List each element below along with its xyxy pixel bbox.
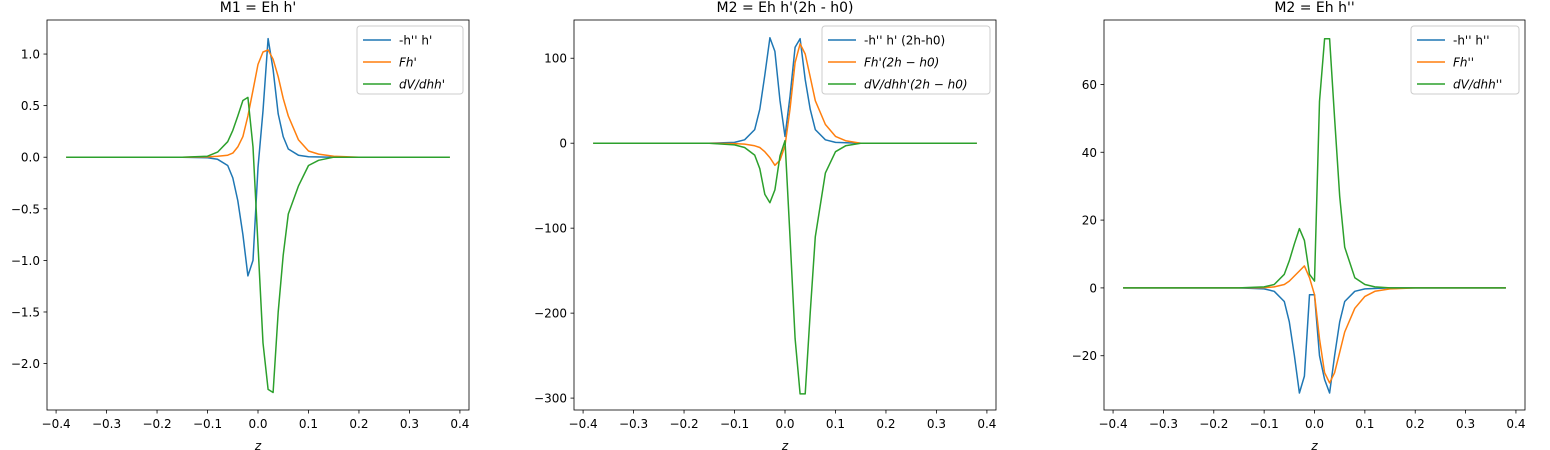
y-tick-label: 20 [1082,214,1097,228]
y-tick-label: 100 [544,52,567,66]
x-axis-label: z [781,439,789,450]
x-tick-label: 0.0 [248,417,267,431]
y-tick-label: 1.0 [21,48,40,62]
x-tick-label: 0.4 [977,417,996,431]
x-tick-label: 0.1 [299,417,318,431]
y-tick-label: 0 [559,137,567,151]
legend-label: Fh'(2h − h0) [864,56,939,70]
legend: -h'' h' Fh' dV/dhh' [356,25,464,95]
chart-panel-2: −0.4 −0.3 −0.2 −0.1 0.0 0.1 0.2 0.3 0.4 100 0 −100 −… [534,0,996,450]
y-tick-label: 60 [1082,78,1097,92]
chart-panel-3: −0.4 −0.3 −0.2 −0.1 0.0 0.1 0.2 0.3 0.4 60 40 20 0 −2… [1072,0,1526,450]
x-tick-label: 0.2 [876,417,895,431]
x-tick-label: −0.3 [1149,417,1178,431]
x-tick-label: −0.1 [720,417,749,431]
series-line-1 [1123,287,1506,394]
series-line-3 [1123,37,1506,289]
x-tick-label: −0.1 [193,417,222,431]
chart-title: M2 = Eh h'(2h - h0) [717,0,854,16]
y-tick-label: 0.0 [21,151,40,165]
x-tick-label: 0.4 [450,417,469,431]
y-tick-label: −100 [534,222,567,236]
legend-box [1410,25,1520,95]
legend-label: Fh' [399,56,417,70]
y-tick-label: −20 [1072,349,1097,363]
y-tick-label: 0.5 [21,99,40,113]
y-tick-label: −0.5 [11,202,40,216]
x-axis-label: z [1310,439,1318,450]
x-tick-label: 0.1 [826,417,845,431]
series-line-3 [66,96,450,394]
chart-title: M1 = Eh h' [220,0,297,16]
legend: -h'' h' (2h-h0) Fh'(2h − h0) dV/dhh'(2h − … [821,25,991,95]
y-tick-label: −200 [534,307,567,321]
y-tick-label: −1.5 [11,305,40,319]
legend-box [356,25,464,95]
x-tick-label: 0.2 [349,417,368,431]
legend-label: -h'' h' (2h-h0) [864,34,945,48]
legend-label: -h'' h'' [1453,34,1490,48]
legend-box [821,25,991,95]
series-line-1 [593,37,977,144]
series-line-2 [66,49,450,158]
series-line-2 [593,43,977,167]
x-tick-label: 0.2 [1406,417,1425,431]
x-tick-label: 0.1 [1355,417,1374,431]
legend-label: dV/dhh'(2h − h0) [864,78,968,92]
x-tick-label: 0.3 [927,417,946,431]
chart-title: M2 = Eh h'' [1274,0,1354,16]
series-line-3 [593,139,977,395]
x-tick-label: 0.3 [400,417,419,431]
y-tick-label: −300 [534,392,567,406]
series-line-1 [66,37,450,277]
x-tick-label: −0.1 [1250,417,1279,431]
x-tick-label: 0.0 [775,417,794,431]
x-tick-label: 0.0 [1305,417,1324,431]
series-line-2 [1123,265,1506,384]
legend: -h'' h'' Fh'' dV/dhh'' [1410,25,1520,95]
legend-label: dV/dhh' [399,78,445,92]
x-tick-label: 0.4 [1506,417,1525,431]
x-tick-label: −0.3 [92,417,121,431]
legend-label: -h'' h' [399,34,432,48]
legend-label: dV/dhh'' [1453,78,1502,92]
y-tick-label: −2.0 [11,357,40,371]
x-tick-label: −0.4 [569,417,598,431]
y-tick-label: 40 [1082,146,1097,160]
x-tick-label: −0.3 [619,417,648,431]
x-tick-label: −0.4 [42,417,71,431]
chart-panel-1: −0.4 −0.3 −0.2 −0.1 0.0 0.1 0.2 0.3 0.4 1.0 0.5 0.0… [11,0,470,450]
x-axis-label: z [254,439,262,450]
x-tick-label: −0.2 [669,417,698,431]
y-tick-label: −1.0 [11,254,40,268]
x-tick-label: −0.2 [142,417,171,431]
x-tick-label: −0.4 [1098,417,1127,431]
legend-label: Fh'' [1453,56,1474,70]
x-tick-label: −0.2 [1199,417,1228,431]
y-tick-label: 0 [1089,281,1097,295]
x-tick-label: 0.3 [1456,417,1475,431]
